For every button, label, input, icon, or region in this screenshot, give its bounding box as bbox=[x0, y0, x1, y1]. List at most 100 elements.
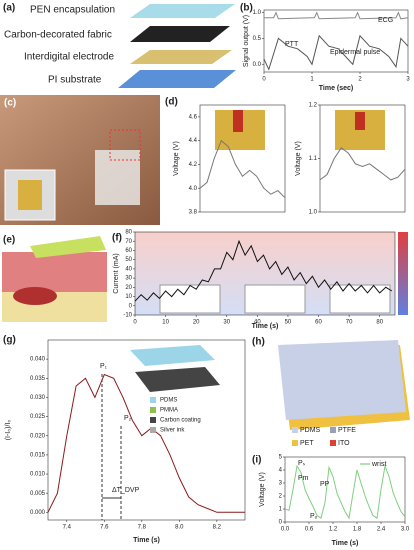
y-tick-label: 0.000 bbox=[30, 510, 46, 516]
legend-swatch bbox=[292, 427, 298, 433]
x-tick-label: 8.2 bbox=[213, 525, 222, 531]
panel-label: (d) bbox=[165, 97, 178, 108]
x-tick-label: 40 bbox=[254, 320, 261, 326]
x-tick-label: 7.6 bbox=[100, 525, 109, 531]
y-axis-label: (I-I₀)/I₀ bbox=[5, 420, 12, 441]
y-axis-label: Signal output (V) bbox=[243, 15, 250, 67]
plot-frame bbox=[263, 9, 409, 73]
panel-label: (h) bbox=[252, 337, 265, 348]
annotation: Pₛ bbox=[298, 460, 306, 467]
panel-label: (i) bbox=[252, 455, 261, 466]
panel-h: (h) PDMS PTFE PET ITO bbox=[252, 337, 410, 447]
panel-label: (b) bbox=[240, 3, 253, 14]
y-tick-label: 50 bbox=[125, 257, 132, 263]
zoom-box bbox=[109, 129, 141, 161]
legend-label: PET bbox=[300, 440, 314, 447]
x-tick-label: 3.0 bbox=[401, 527, 410, 533]
y-tick-label: 0.025 bbox=[30, 414, 46, 420]
annotation: Pₒ bbox=[310, 513, 318, 520]
y-tick-label: 60 bbox=[125, 248, 132, 254]
x-tick-label: 10 bbox=[162, 320, 169, 326]
y-tick-label: 0 bbox=[279, 520, 283, 526]
y-tick-label: 0.030 bbox=[30, 395, 46, 401]
y-tick-label: 2 bbox=[279, 494, 283, 500]
x-tick-label: 30 bbox=[223, 320, 230, 326]
panel-label: (g) bbox=[3, 335, 16, 346]
y-tick-label: 4.0 bbox=[189, 186, 198, 192]
x-tick-label: 1 bbox=[310, 77, 314, 83]
y-tick-label: 0.005 bbox=[30, 491, 46, 497]
y-tick-label: 4.2 bbox=[189, 162, 198, 168]
layer-fabric bbox=[130, 26, 230, 42]
panel-label: (f) bbox=[112, 233, 122, 244]
y-tick-label: 20 bbox=[125, 285, 132, 291]
legend-label: PDMS bbox=[300, 427, 321, 434]
y-tick-label: 0.010 bbox=[30, 472, 46, 478]
x-tick-label: 1.2 bbox=[329, 527, 338, 533]
annotation: P₁ bbox=[100, 363, 108, 370]
x-tick-label: 0 bbox=[262, 77, 266, 83]
inset-electrode bbox=[18, 180, 42, 210]
x-axis-label: Time (sec) bbox=[319, 85, 354, 92]
artery bbox=[13, 287, 57, 305]
inset-layer bbox=[130, 345, 215, 366]
y-tick-label: 3.8 bbox=[189, 210, 198, 216]
x-tick-label: 8.0 bbox=[175, 525, 184, 531]
layer-label: PEN encapsulation bbox=[30, 5, 115, 16]
panel-a: (a) PEN encapsulation Carbon-decorated f… bbox=[3, 3, 236, 88]
y-tick-label: 70 bbox=[125, 239, 132, 245]
y-tick-label: 0.035 bbox=[30, 376, 46, 382]
y-tick-label: 5 bbox=[279, 455, 283, 461]
annotation: PP bbox=[320, 481, 330, 488]
y-tick-label: -10 bbox=[123, 313, 132, 319]
legend-label: wrist bbox=[371, 461, 386, 468]
x-tick-label: 7.8 bbox=[138, 525, 147, 531]
x-axis-label: Time (s) bbox=[133, 537, 160, 544]
y-tick-label: 80 bbox=[125, 230, 132, 236]
y-tick-label: 0.015 bbox=[30, 452, 46, 458]
inset-layer bbox=[135, 367, 220, 392]
plot-frame bbox=[199, 104, 286, 213]
y-tick-label: 0.0 bbox=[253, 62, 262, 68]
x-axis-label: Time (s) bbox=[332, 540, 359, 547]
electrode-icon bbox=[233, 110, 243, 132]
data-line bbox=[263, 34, 409, 71]
y-tick-label: 4.6 bbox=[189, 114, 198, 120]
y-tick-label: 1.1 bbox=[309, 156, 318, 162]
x-tick-label: 1.8 bbox=[353, 527, 362, 533]
y-tick-label: 0.040 bbox=[30, 357, 46, 363]
y-tick-label: 0.020 bbox=[30, 433, 46, 439]
y-tick-label: 3 bbox=[279, 481, 283, 487]
data-line bbox=[319, 147, 406, 181]
plot-frame bbox=[284, 456, 406, 523]
layer-label: Carbon-decorated fabric bbox=[4, 30, 112, 41]
y-tick-label: 4.4 bbox=[189, 138, 198, 144]
data-line bbox=[47, 373, 245, 513]
inset-label: Carbon coating bbox=[160, 418, 201, 424]
legend-label: PTFE bbox=[338, 427, 356, 434]
colorbar bbox=[398, 232, 408, 315]
x-axis-label: Time (s) bbox=[252, 323, 279, 330]
y-tick-label: 4 bbox=[279, 468, 283, 474]
y-tick-label: 1 bbox=[279, 507, 283, 513]
data-line bbox=[134, 239, 393, 302]
annotation: P₂ bbox=[124, 415, 132, 422]
layer-label: Interdigital electrode bbox=[24, 52, 114, 63]
panel-label: (c) bbox=[4, 98, 16, 109]
layer-electrode bbox=[130, 50, 232, 64]
layer-label: PI substrate bbox=[48, 75, 102, 86]
y-axis-label: Voltage (V) bbox=[173, 141, 180, 176]
plot-frame bbox=[47, 339, 246, 521]
inset-swatch bbox=[150, 407, 156, 413]
x-tick-label: 0.6 bbox=[305, 527, 314, 533]
x-tick-label: 60 bbox=[315, 320, 322, 326]
inset bbox=[244, 284, 306, 314]
film bbox=[278, 340, 406, 420]
y-tick-label: 0 bbox=[129, 303, 133, 309]
data-line bbox=[264, 11, 409, 20]
y-axis-label: Voltage (V) bbox=[259, 472, 266, 507]
y-tick-label: 1.0 bbox=[309, 210, 318, 216]
x-tick-label: 0 bbox=[133, 320, 137, 326]
